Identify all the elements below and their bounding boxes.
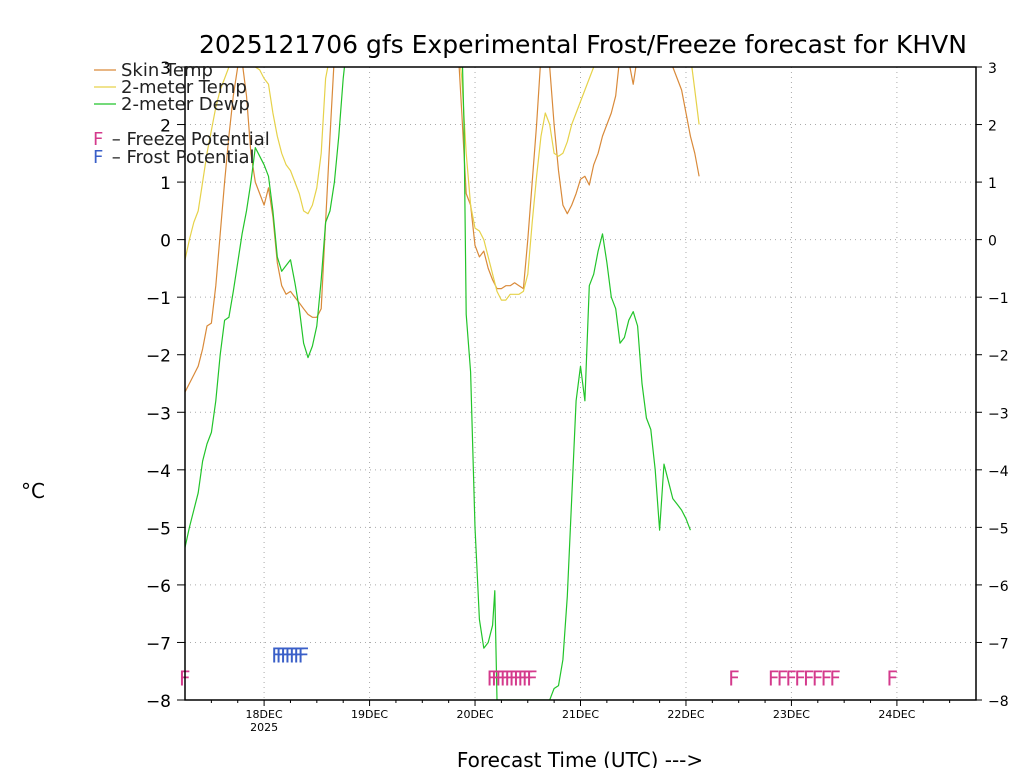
x-tick-label: 24DEC — [878, 708, 915, 721]
frost-flag: F — [276, 644, 288, 668]
series-line-2-meter-dewp — [185, 67, 691, 700]
x-tick-sublabel: 2025 — [250, 721, 278, 734]
legend-flag-letter: F — [93, 129, 103, 150]
legend-flag-text: – Frost Potential — [106, 147, 255, 168]
series-line-skin-temp — [185, 67, 700, 393]
freeze-flag: F — [794, 667, 806, 691]
legend-label: Skin Temp — [121, 60, 213, 81]
freeze-flag: F — [803, 667, 815, 691]
legend-flag-text: – Freeze Potential — [106, 129, 270, 150]
right-tick-label: −3 — [988, 406, 1009, 422]
right-tick-label: −2 — [988, 349, 1009, 365]
right-tick-label: −6 — [988, 579, 1009, 595]
left-tick-label: −7 — [146, 634, 171, 654]
x-tick-label: 20DEC — [456, 708, 493, 721]
freeze-flag: F — [495, 667, 507, 691]
x-axis-label: Forecast Time (UTC) ---> — [457, 748, 703, 768]
freeze-flag: F — [522, 667, 534, 691]
x-tick-label: 23DEC — [773, 708, 810, 721]
left-tick-label: 3 — [160, 59, 171, 79]
freeze-flag: F — [728, 667, 740, 691]
right-tick-label: −1 — [988, 291, 1009, 307]
right-tick-label: −8 — [988, 694, 1009, 710]
right-tick-label: 2 — [988, 119, 997, 135]
chart-title: 2025121706 gfs Experimental Frost/Freeze… — [199, 30, 967, 59]
x-tick-label: 19DEC — [351, 708, 388, 721]
right-tick-label: 0 — [988, 234, 997, 250]
frost-flag: F — [298, 644, 310, 668]
right-tick-label: −4 — [988, 464, 1009, 480]
freeze-flag: F — [491, 667, 503, 691]
left-tick-label: −5 — [146, 519, 171, 539]
frost-flag: F — [280, 644, 292, 668]
frost-flag: F — [293, 644, 305, 668]
freeze-flag: F — [500, 667, 512, 691]
left-tick-label: 1 — [160, 174, 171, 194]
right-y-axis: 3 2 1 0 −1 −2 −3 −4 −5 −6 −7 −8 — [976, 61, 1009, 710]
series-lines — [185, 67, 700, 700]
x-tick-label: 21DEC — [562, 708, 599, 721]
plot-frame — [184, 66, 977, 701]
freeze-flag: F — [829, 667, 841, 691]
freeze-flag: F — [785, 667, 797, 691]
right-tick-label: −7 — [988, 636, 1009, 652]
freeze-flag: F — [517, 667, 529, 691]
left-tick-label: −1 — [146, 289, 171, 309]
freeze-flag: F — [487, 667, 499, 691]
legend-label: 2-meter Temp — [121, 77, 247, 98]
frost-flag: F — [284, 644, 296, 668]
right-tick-label: 1 — [988, 176, 997, 192]
x-tick-label: 18DEC — [246, 708, 283, 721]
right-tick-label: 3 — [988, 61, 997, 77]
left-tick-label: −3 — [146, 404, 171, 424]
left-tick-label: 0 — [160, 232, 171, 252]
left-tick-label: 2 — [160, 117, 171, 137]
freeze-flag: F — [821, 667, 833, 691]
left-y-axis: 3 2 1 0 −1 −2 −3 −4 −5 −6 −7 −8 — [146, 59, 185, 712]
left-tick-label: −6 — [146, 577, 171, 597]
freeze-flag: F — [812, 667, 824, 691]
freeze-flag: F — [513, 667, 525, 691]
grid-lines — [185, 67, 976, 700]
freeze-flag: F — [887, 667, 899, 691]
right-tick-label: −5 — [988, 521, 1009, 537]
freeze-flag: F — [768, 667, 780, 691]
frost-flag: F — [271, 644, 283, 668]
legend-flag-letter: F — [93, 147, 103, 168]
left-tick-label: −4 — [146, 462, 171, 482]
y-axis-label: °C — [21, 479, 45, 503]
frost-flag: F — [289, 644, 301, 668]
legend-label: 2-meter Dewp — [121, 94, 250, 115]
freeze-flag: F — [504, 667, 516, 691]
freeze-flag: F — [509, 667, 521, 691]
left-tick-label: −2 — [146, 347, 171, 367]
freeze-flag: F — [777, 667, 789, 691]
freeze-flag: F — [526, 667, 538, 691]
left-tick-label: −8 — [146, 692, 171, 712]
x-tick-label: 22DEC — [667, 708, 704, 721]
series-line-2-meter-temp — [185, 67, 700, 301]
